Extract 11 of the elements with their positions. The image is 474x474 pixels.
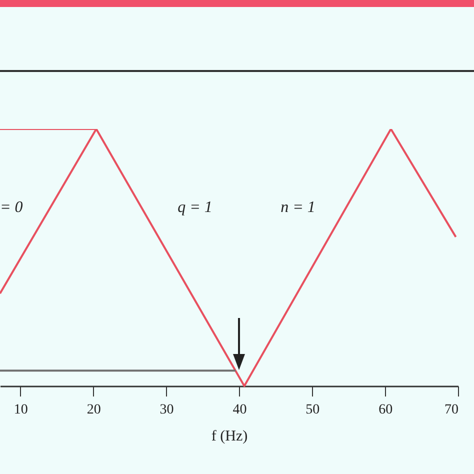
x-tick-label: 60 [378,402,393,418]
x-tick-label: 40 [232,402,247,418]
x-tick-label: 50 [306,402,320,418]
annotation: = 0 [0,199,23,217]
x-tick-label: 10 [14,402,28,418]
annotation: n = 1 [280,199,316,217]
annotation: q = 1 [178,199,212,217]
x-tick-label: 20 [86,402,101,418]
x-tick-label: 30 [160,402,174,418]
x-tick-label: 70 [444,402,458,418]
x-axis-title: f (Hz) [211,428,248,444]
